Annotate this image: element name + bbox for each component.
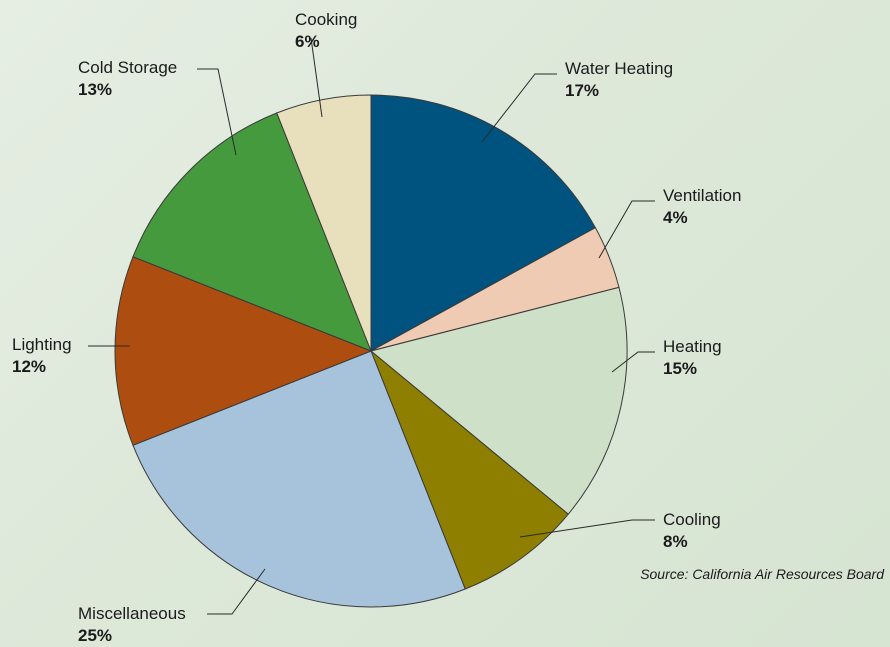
slice-value-lighting: 12% xyxy=(12,357,46,376)
pie-slice-cooking xyxy=(276,94,372,352)
pie-slice-cooling xyxy=(370,350,569,590)
slice-value-heating: 15% xyxy=(663,359,697,378)
pie-slice-heating xyxy=(369,286,628,515)
pie-slice-cold-storage xyxy=(132,112,372,352)
leader-line-heating xyxy=(611,351,655,373)
slice-label-water-heating: Water Heating xyxy=(565,59,673,78)
slice-label-lighting: Lighting xyxy=(12,335,72,354)
slice-label-cooking: Cooking xyxy=(295,10,357,29)
slice-label-cooling: Cooling xyxy=(663,510,721,529)
slice-labels: Water Heating 17% Ventilation 4% Heating 15% C… xyxy=(12,10,741,645)
slice-value-ventilation: 4% xyxy=(663,208,688,227)
slice-value-water-heating: 17% xyxy=(565,81,599,100)
slice-value-miscellaneous: 25% xyxy=(78,626,112,645)
slice-value-cooling: 8% xyxy=(663,532,688,551)
pie-slice-lighting xyxy=(114,256,373,446)
leader-line-water-heating xyxy=(481,73,557,143)
leader-line-ventilation xyxy=(598,200,655,259)
pie-slice-water-heating xyxy=(370,94,597,352)
slice-label-miscellaneous: Miscellaneous xyxy=(78,604,186,623)
leader-line-cooling xyxy=(519,519,655,538)
leader-line-miscellaneous xyxy=(207,568,266,615)
slice-value-cooking: 6% xyxy=(295,32,320,51)
source-note: Source: California Air Resources Board xyxy=(640,566,884,582)
slice-label-cold-storage: Cold Storage xyxy=(78,58,177,77)
leader-line-cold-storage xyxy=(197,68,237,156)
pie-slice-miscellaneous xyxy=(132,350,466,608)
slice-label-heating: Heating xyxy=(663,337,722,356)
slice-label-ventilation: Ventilation xyxy=(663,186,741,205)
pie-slices xyxy=(114,94,628,608)
slice-value-cold-storage: 13% xyxy=(78,80,112,99)
leader-line-cooking xyxy=(310,37,323,118)
leader-lines xyxy=(88,37,655,615)
